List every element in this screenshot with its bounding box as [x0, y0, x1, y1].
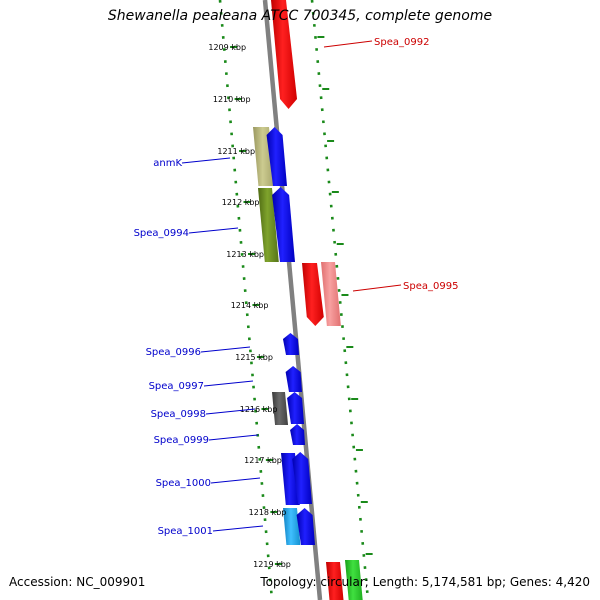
- gene-leader-line: [210, 477, 261, 484]
- map-title: Shewanella pealeana ATCC 700345, complet…: [107, 8, 493, 24]
- accession-text: Accession: NC_009901: [9, 575, 146, 589]
- topology-text: Topology: circular; Length: 5,174,581 bp…: [260, 575, 590, 589]
- gene-arrow-spea-0997[interactable]: [285, 366, 302, 392]
- scale-tick-label: 1210 kbp: [213, 95, 251, 104]
- scale-tick-label: 1217 kbp: [244, 456, 282, 465]
- gene-block-red-bottom[interactable]: [326, 562, 344, 600]
- scale-tick-label: 1212 kbp: [222, 198, 260, 207]
- gene-label[interactable]: Spea_1000: [156, 478, 211, 489]
- gene-leader-line: [323, 40, 373, 48]
- gene-arrow-group: [253, 0, 363, 600]
- gene-arrow-anmk-blue[interactable]: [266, 127, 287, 186]
- gene-label[interactable]: Spea_0995: [403, 281, 458, 292]
- gene-leader-line: [188, 227, 239, 234]
- gene-block-green-bottom[interactable]: [345, 560, 363, 600]
- scale-tick-label: 1209 kbp: [208, 43, 246, 52]
- gene-arrow-spea-1001-blue[interactable]: [296, 508, 315, 545]
- scale-tick-label: 1211 kbp: [217, 147, 255, 156]
- gene-arrow-spea-0992[interactable]: [271, 0, 298, 109]
- gene-leader-line: [205, 408, 256, 415]
- scale-tick-label: 1214 kbp: [231, 301, 269, 310]
- gene-arrow-spea-0996[interactable]: [282, 333, 299, 355]
- scale-tick-label: 1218 kbp: [249, 508, 287, 517]
- gene-label[interactable]: anmK: [153, 158, 182, 169]
- gene-block-spea-1001[interactable]: [283, 508, 301, 545]
- gene-arrow-spea-0994-blue[interactable]: [272, 187, 295, 262]
- gene-leader-line: [352, 284, 402, 292]
- gene-label[interactable]: Spea_0994: [134, 228, 189, 239]
- gene-label[interactable]: Spea_0996: [146, 347, 201, 358]
- gene-arrow-spea-1000-blue[interactable]: [292, 452, 312, 504]
- gene-block-spea-0998[interactable]: [272, 392, 289, 425]
- gene-arrow-spea-0998-blue[interactable]: [287, 392, 304, 424]
- gene-leader-line: [208, 434, 259, 441]
- gene-leader-line: [200, 346, 251, 353]
- gene-label[interactable]: Spea_0999: [154, 435, 209, 446]
- scale-tick-label: 1213 kbp: [226, 250, 264, 259]
- gene-block-spea-0995b[interactable]: [321, 262, 341, 326]
- gene-label[interactable]: Spea_0998: [151, 409, 206, 420]
- gene-arrow-spea-0999[interactable]: [290, 424, 305, 445]
- scale-ticks-group: 1209 kbp 1210 kbp 1211 kbp 1212 kbp 1213 kbp…: [208, 36, 373, 569]
- gene-leader-line: [181, 157, 231, 164]
- gene-label[interactable]: Spea_1001: [158, 526, 213, 537]
- scale-tick-label: 1219 kbp: [253, 560, 291, 569]
- scale-tick-label: 1216 kbp: [240, 405, 278, 414]
- gene-labels-group: Spea_0992 Spea_0995 anmK Spea_0994 Spea_0996…: [134, 37, 459, 537]
- gene-label[interactable]: Spea_0997: [149, 381, 204, 392]
- gene-leader-line: [212, 525, 264, 532]
- gene-label[interactable]: Spea_0992: [374, 37, 429, 48]
- scale-tick-label: 1215 kbp: [235, 353, 273, 362]
- gene-leader-line: [203, 380, 254, 387]
- gene-arrow-spea-0995[interactable]: [302, 263, 324, 326]
